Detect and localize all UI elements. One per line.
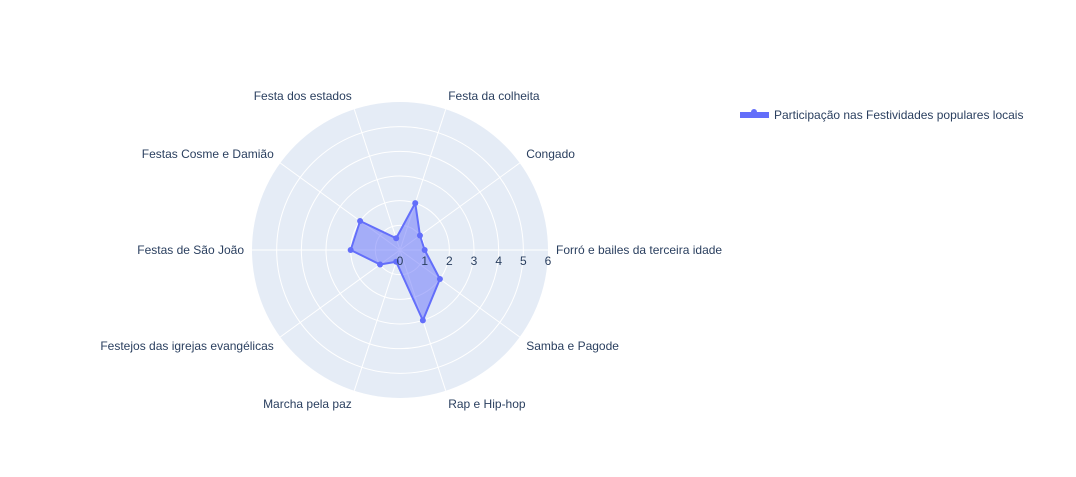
angular-axis-label: Festas de São João <box>137 243 244 257</box>
data-point[interactable] <box>393 258 400 265</box>
angular-axis-label: Festa dos estados <box>254 89 352 103</box>
angular-axis-label: Congado <box>526 147 575 161</box>
radial-tick-label: 2 <box>446 254 453 268</box>
angular-gridline <box>353 249 401 391</box>
data-point[interactable] <box>357 218 364 225</box>
angular-axis-label: Marcha pela paz <box>263 397 352 411</box>
angular-axis-label: Samba e Pagode <box>526 339 619 353</box>
radial-tick-label: 3 <box>471 254 478 268</box>
angular-gridline <box>353 109 401 251</box>
radial-tick-label: 1 <box>421 254 428 268</box>
radial-tick-label: 0 <box>397 254 404 268</box>
data-point[interactable] <box>347 247 354 253</box>
angular-axis-labels: Forró e bailes da terceira idade Congado F… <box>100 89 722 411</box>
data-point[interactable] <box>377 261 384 268</box>
angular-axis-label: Festas Cosme e Damião <box>142 147 274 161</box>
legend-entry-label: Participação nas Festividades populares … <box>774 108 1023 122</box>
angular-axis-label: Festa da colheita <box>448 89 540 103</box>
angular-axis-label: Rap e Hip-hop <box>448 397 526 411</box>
radial-tick-label: 5 <box>520 254 527 268</box>
data-point[interactable] <box>419 317 426 324</box>
radial-tick-label: 4 <box>495 254 502 268</box>
data-point[interactable] <box>416 232 423 239</box>
data-point[interactable] <box>436 275 443 282</box>
radial-tick-labels: 0 1 2 3 4 5 6 <box>397 254 552 268</box>
data-point[interactable] <box>393 235 400 242</box>
data-point[interactable] <box>412 200 419 207</box>
legend[interactable]: Participação nas Festividades populares … <box>740 108 1023 122</box>
legend-swatch-marker <box>751 109 757 115</box>
angular-axis-label: Forró e bailes da terceira idade <box>556 243 722 257</box>
data-point[interactable] <box>421 247 428 253</box>
series-layer <box>347 200 443 324</box>
radial-tick-label: 6 <box>545 254 552 268</box>
angular-axis-label: Festejos das igrejas evangélicas <box>100 339 273 353</box>
